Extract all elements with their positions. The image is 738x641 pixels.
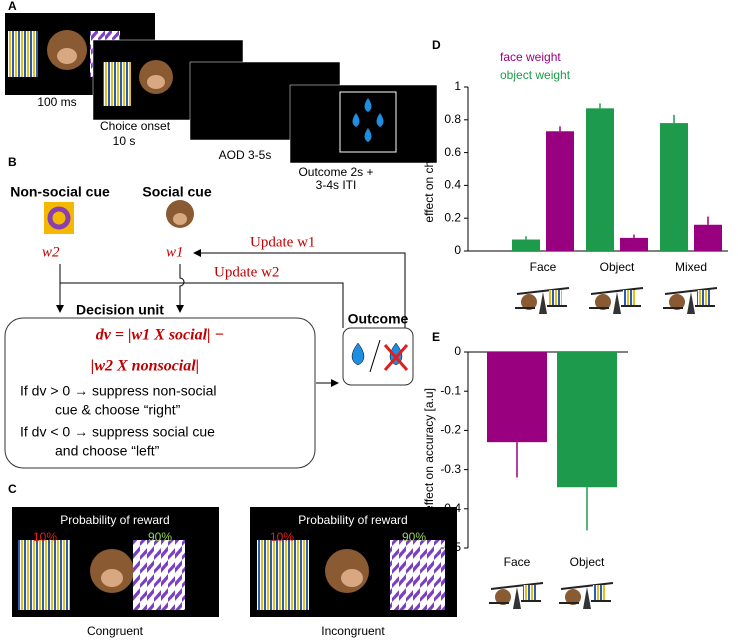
bar <box>512 239 540 251</box>
y-tick-label: -0.4 <box>440 501 461 515</box>
probability: 10% <box>33 530 57 544</box>
bar <box>620 237 648 251</box>
equation: |w2 X nonsocial| <box>91 358 199 375</box>
update-label: Update w2 <box>214 264 279 280</box>
y-tick-label: 1 <box>454 79 461 93</box>
y-tick-label: 0.8 <box>444 112 461 126</box>
y-tick-label: -0.5 <box>440 540 461 554</box>
cue-label: Non-social cue <box>10 184 110 200</box>
panel-label: B <box>8 155 17 169</box>
outcome-box <box>342 327 414 386</box>
panel-label: C <box>8 482 17 496</box>
timeline-screens <box>5 13 438 164</box>
y-tick-label: -0.1 <box>440 383 461 397</box>
bar <box>694 224 722 251</box>
balance-icon <box>589 287 644 314</box>
cue-icons <box>44 200 194 234</box>
decision-box <box>4 317 316 469</box>
probability: 10% <box>270 530 294 544</box>
y-tick-label: -0.3 <box>440 462 461 476</box>
weight-label: w1 <box>166 244 184 260</box>
timeline-label: 3-4s ITI <box>316 178 357 192</box>
y-tick-label: 0 <box>454 344 461 358</box>
panel-label: E <box>432 330 440 344</box>
x-tick-label: Face <box>530 260 557 274</box>
rule: If dv < 0 → suppress social cue <box>20 424 215 440</box>
rule: and choose “left” <box>55 443 160 459</box>
weight-label: w2 <box>42 244 60 260</box>
x-tick-label: Face <box>504 555 531 569</box>
condition-label: Incongruent <box>321 624 385 638</box>
panel-label: A <box>8 0 17 13</box>
condition-label: Congruent <box>87 624 144 638</box>
x-tick-label: Mixed <box>675 260 707 274</box>
bar <box>557 352 617 488</box>
task-title: Probability of reward <box>298 513 407 527</box>
connections <box>56 249 406 387</box>
bar <box>546 131 574 251</box>
bar <box>487 352 547 443</box>
timeline-label: 10 s <box>113 134 136 148</box>
balance-icon <box>663 287 718 314</box>
y-axis-label: effect on accuracy [a.u] <box>422 388 436 512</box>
task-screens <box>12 507 457 617</box>
bar <box>660 123 688 251</box>
balance-icon <box>489 582 544 609</box>
task-title: Probability of reward <box>60 513 169 527</box>
y-tick-label: 0.6 <box>444 145 461 159</box>
rule: cue & choose “right” <box>55 402 181 418</box>
panel-label: D <box>432 38 441 52</box>
outcome-label: Outcome <box>348 311 409 327</box>
timeline-label: Choice onset <box>100 119 171 133</box>
balance-icon <box>559 582 614 609</box>
legend-entry: object weight <box>500 68 571 82</box>
bar <box>586 108 614 251</box>
y-tick-label: -0.2 <box>440 423 461 437</box>
update-label: Update w1 <box>250 234 315 250</box>
timeline-label: Outcome 2s + <box>298 165 373 179</box>
timeline-label: 100 ms <box>37 95 76 109</box>
legend-entry: face weight <box>500 50 561 64</box>
cue-label: Social cue <box>142 184 211 200</box>
x-tick-label: Object <box>600 260 635 274</box>
equation: dv = |w1 X social| − <box>96 327 225 344</box>
probability: 90% <box>402 530 426 544</box>
x-tick-label: Object <box>570 555 605 569</box>
y-axis-label: effect on choice[a.u] <box>422 115 436 222</box>
probability: 90% <box>148 530 172 544</box>
rule: If dv > 0 → suppress non-social <box>20 383 217 399</box>
y-tick-label: 0.2 <box>444 210 461 224</box>
timeline-label: AOD 3-5s <box>219 148 272 162</box>
balance-icon <box>515 287 570 314</box>
y-tick-label: 0 <box>454 243 461 257</box>
decision-unit-label: Decision unit <box>76 302 164 318</box>
y-tick-label: 0.4 <box>444 178 461 192</box>
